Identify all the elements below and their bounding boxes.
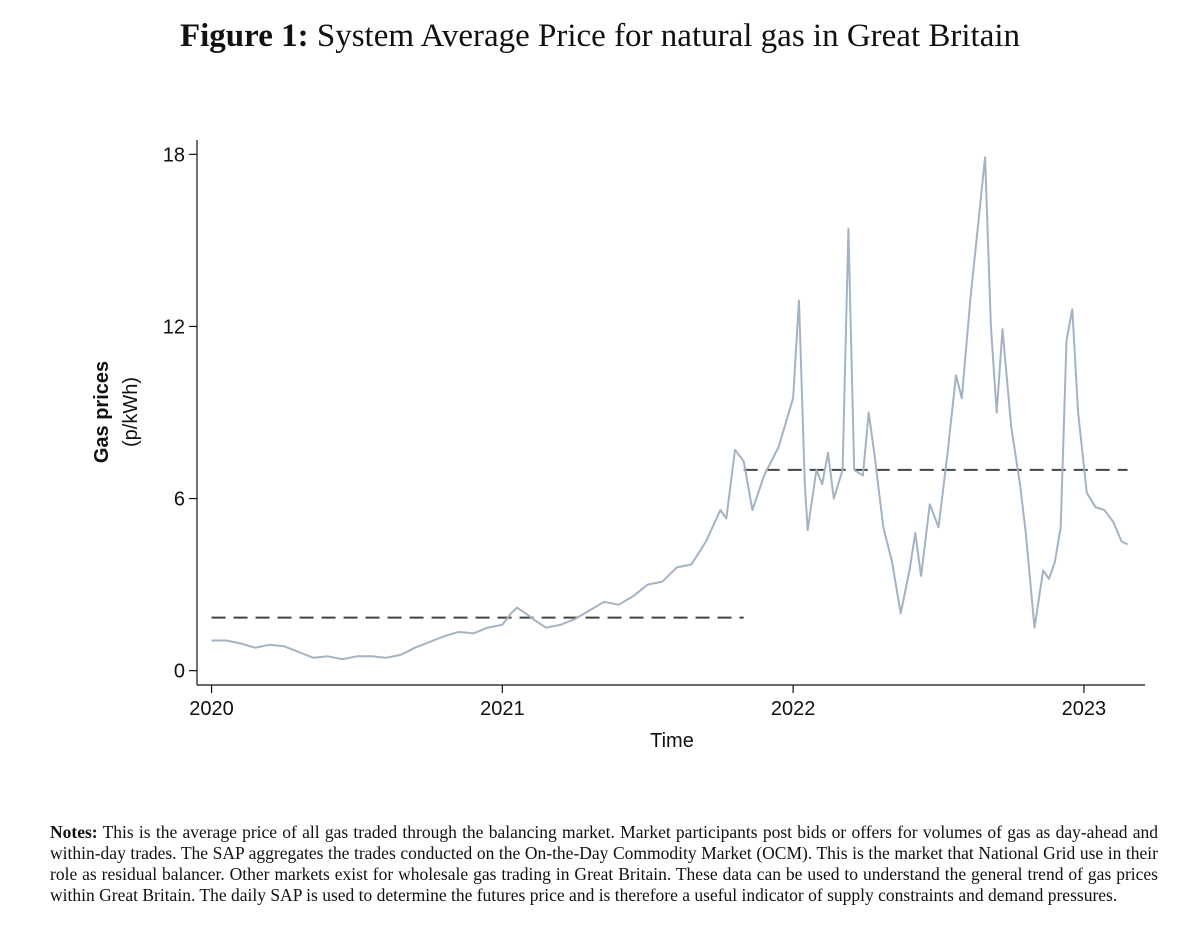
title-text: System Average Price for natural gas in … <box>317 18 1020 54</box>
x-tick-label: 2022 <box>771 698 816 720</box>
chart-title: Figure 1: System Average Price for natur… <box>180 18 1020 54</box>
title-prefix: Figure 1: <box>180 18 309 54</box>
y-tick-label: 18 <box>163 144 185 166</box>
y-axis-unit: (p/kWh) <box>120 377 142 447</box>
y-tick-label: 12 <box>163 316 185 338</box>
x-tick-label: 2023 <box>1062 698 1107 720</box>
y-tick-label: 0 <box>174 661 185 683</box>
notes: Notes: This is the average price of all … <box>50 822 1158 906</box>
notes-text: This is the average price of all gas tra… <box>50 822 1158 905</box>
y-axis-label: Gas prices <box>91 361 113 463</box>
notes-label: Notes: <box>50 822 98 842</box>
x-axis-label: Time <box>650 730 694 752</box>
y-tick-label: 6 <box>174 489 185 511</box>
x-tick-label: 2020 <box>189 698 234 720</box>
price-line <box>211 156 1129 661</box>
chart: Figure 1: System Average Price for natur… <box>91 18 1145 752</box>
x-tick-label: 2021 <box>480 698 525 720</box>
